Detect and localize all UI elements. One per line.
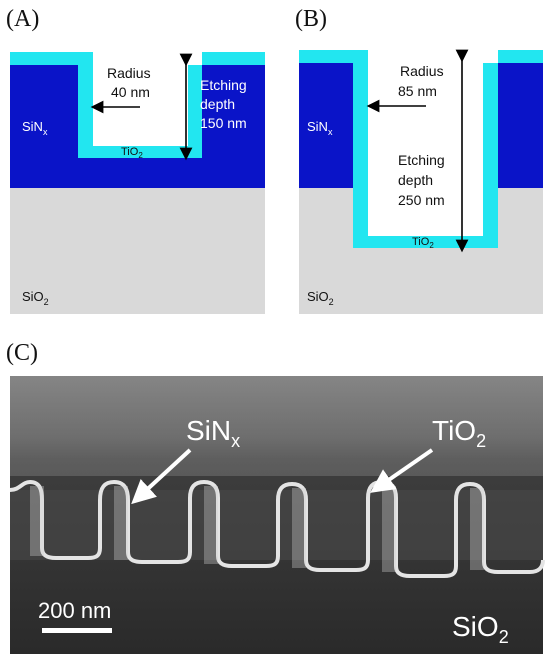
- panel-a-depth-label-2: depth: [200, 96, 235, 112]
- panel-b-depth-label-1: Etching: [398, 152, 445, 168]
- panel-a-sio2-layer: [10, 188, 265, 314]
- panel-label-c: (C): [6, 340, 38, 366]
- sem-tio2-coating-profile: [9, 480, 545, 578]
- panel-b-radius-value: 85 nm: [398, 83, 437, 99]
- panel-a-tio2-label: TiO2: [121, 146, 143, 160]
- panel-b-radius-label: Radius: [400, 63, 444, 79]
- sem-scale-bar: [42, 628, 112, 633]
- panel-b-diagram: Radius 85 nm Etching depth 250 nm SiNx T…: [299, 49, 543, 314]
- sem-tio2-label: TiO2: [432, 415, 486, 451]
- panel-a-radius-value: 40 nm: [111, 84, 150, 100]
- panel-c-sem-image: SiNx TiO2 SiO2 200 nm: [9, 376, 545, 654]
- panel-b-depth-value: 250 nm: [398, 192, 445, 208]
- sem-sio2-label: SiO2: [452, 611, 509, 647]
- panel-a-hole: [93, 52, 188, 146]
- panel-a-sio2-label: SiO2: [22, 289, 49, 307]
- panel-a-depth-label-1: Etching: [200, 77, 247, 93]
- panel-a-radius-label: Radius: [107, 65, 151, 81]
- panel-label-a: (A): [6, 6, 40, 32]
- sem-sinx-arrow: [131, 448, 192, 505]
- sem-tio2-arrow: [370, 448, 434, 493]
- panel-b-tio2-label: TiO2: [412, 236, 434, 250]
- sem-sinx-label: SiNx: [186, 415, 240, 451]
- panel-a-diagram: Radius 40 nm Etching depth 150 nm SiNx T…: [10, 52, 265, 314]
- panel-b-depth-label-2: depth: [398, 172, 433, 188]
- panel-a-sinx-label: SiNx: [22, 119, 48, 137]
- panel-b-sinx-label: SiNx: [307, 119, 333, 137]
- sem-scale-bar-label: 200 nm: [38, 598, 111, 623]
- panel-a-depth-value: 150 nm: [200, 115, 247, 131]
- panel-label-b: (B): [295, 6, 327, 32]
- panel-b-sio2-label: SiO2: [307, 289, 334, 307]
